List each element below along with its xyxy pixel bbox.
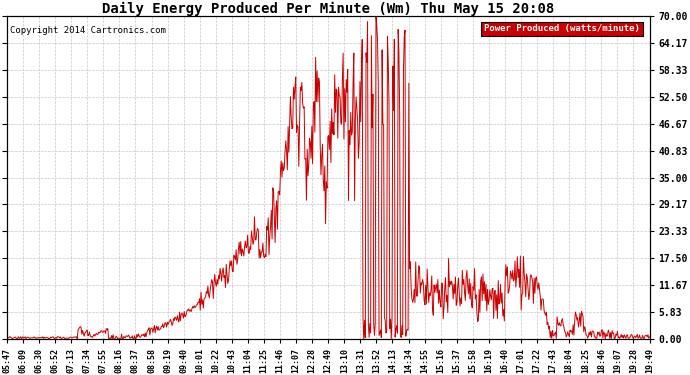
Title: Daily Energy Produced Per Minute (Wm) Thu May 15 20:08: Daily Energy Produced Per Minute (Wm) Th… [102,2,554,16]
Text: Copyright 2014 Cartronics.com: Copyright 2014 Cartronics.com [10,26,166,35]
Text: Power Produced (watts/minute): Power Produced (watts/minute) [484,24,640,33]
